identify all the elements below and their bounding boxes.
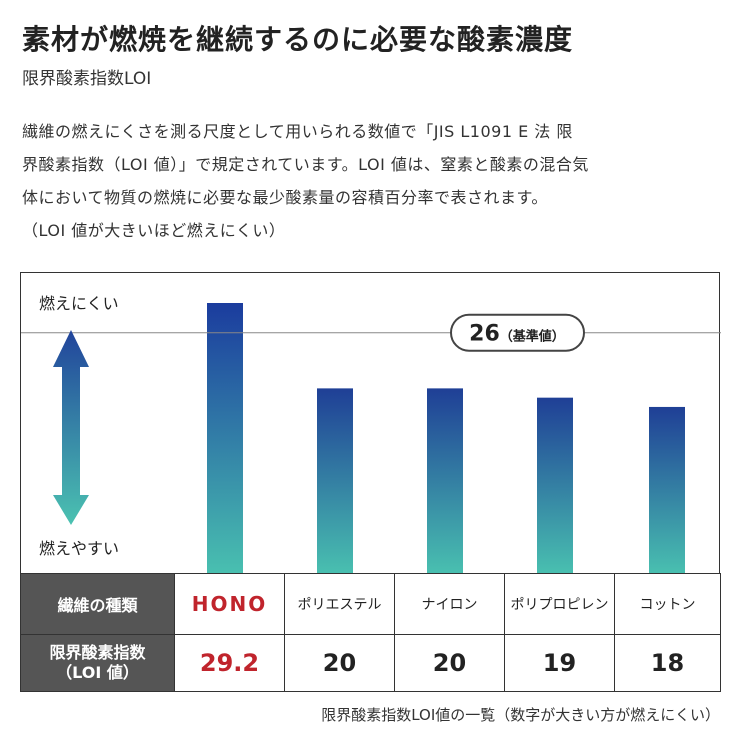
description-line: 界酸素指数（LOI 値）」で規定されています。LOI 値は、窒素と酸素の混合気: [22, 155, 589, 174]
loi-value: 20: [284, 634, 395, 692]
reference-value: 26: [469, 322, 500, 347]
loi-header-sub: （LOI 値）: [56, 663, 139, 682]
table-row: 繊維の種類 HONO ポリエステル ナイロン ポリプロピレン コットン: [20, 573, 721, 635]
page-subtitle: 限界酸素指数LOI: [22, 69, 152, 89]
loi-bar-chart: 26（基準値） 燃えにくい 燃えやすい: [21, 294, 721, 574]
loi-value: 18: [614, 634, 721, 692]
bar-fiber-3: [537, 397, 573, 574]
reference-suffix: （基準値）: [500, 329, 565, 345]
fiber-cell: ポリエステル: [284, 573, 395, 635]
loi-value: 19: [504, 634, 615, 692]
chart-frame: 26（基準値） 燃えにくい 燃えやすい: [20, 272, 721, 574]
description-line: 繊維の燃えにくさを測る尺度として用いられる数値で「JIS L1091 E 法 限: [22, 122, 573, 141]
bar-fiber-2: [427, 388, 463, 574]
loi-header-main: 限界酸素指数: [49, 643, 146, 662]
description-line: 体において物質の燃焼に必要な最少酸素量の容積百分率で表されます。: [22, 188, 548, 207]
fiber-type-header: 繊維の種類: [20, 573, 175, 635]
chart-caption: 限界酸素指数LOI値の一覧（数字が大きい方が燃えにくい）: [321, 706, 720, 724]
axis-bottom-label: 燃えやすい: [39, 539, 119, 558]
fiber-cell: ナイロン: [394, 573, 505, 635]
loi-value-hono: 29.2: [174, 634, 285, 692]
double-arrow-icon: [53, 330, 89, 525]
fiber-cell: ポリプロピレン: [504, 573, 615, 635]
loi-header: 限界酸素指数 （LOI 値）: [20, 634, 175, 692]
bar-hono: [207, 303, 243, 574]
description: 繊維の燃えにくさを測る尺度として用いられる数値で「JIS L1091 E 法 限…: [22, 115, 722, 247]
axis-top-label: 燃えにくい: [39, 294, 119, 313]
description-line: （LOI 値が大きいほど燃えにくい）: [22, 221, 286, 240]
page-title: 素材が燃焼を継続するのに必要な酸素濃度: [22, 23, 574, 56]
svg-text:26（基準値）: 26（基準値）: [469, 322, 565, 347]
fiber-cell-hono: HONO: [174, 573, 285, 635]
table-row: 限界酸素指数 （LOI 値） 29.2 20 20 19 18: [20, 634, 721, 692]
hono-logo: HONO: [191, 592, 268, 616]
loi-value: 20: [394, 634, 505, 692]
bar-fiber-4: [649, 406, 685, 574]
loi-table: 繊維の種類 HONO ポリエステル ナイロン ポリプロピレン コットン 限界酸素…: [20, 573, 721, 692]
fiber-cell: コットン: [614, 573, 721, 635]
bar-fiber-1: [317, 388, 353, 574]
reference-label: 26（基準値）: [450, 313, 585, 352]
